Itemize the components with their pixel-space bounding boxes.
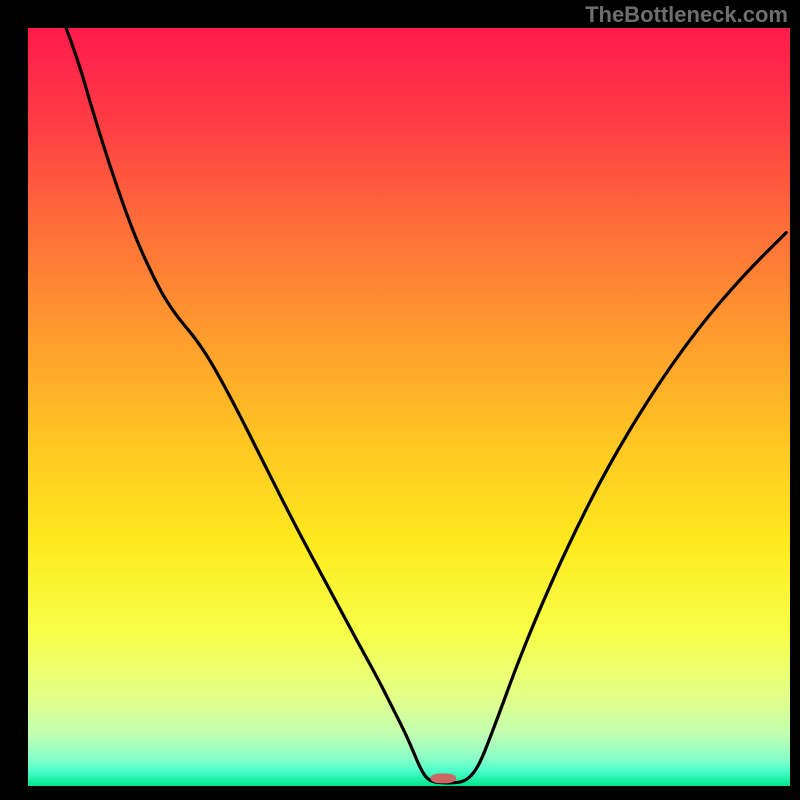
attribution-text: TheBottleneck.com <box>585 2 788 28</box>
chart-root: TheBottleneck.com <box>0 0 800 800</box>
optimal-marker <box>430 773 456 783</box>
marker-layer <box>28 28 790 786</box>
plot-area <box>28 28 790 786</box>
